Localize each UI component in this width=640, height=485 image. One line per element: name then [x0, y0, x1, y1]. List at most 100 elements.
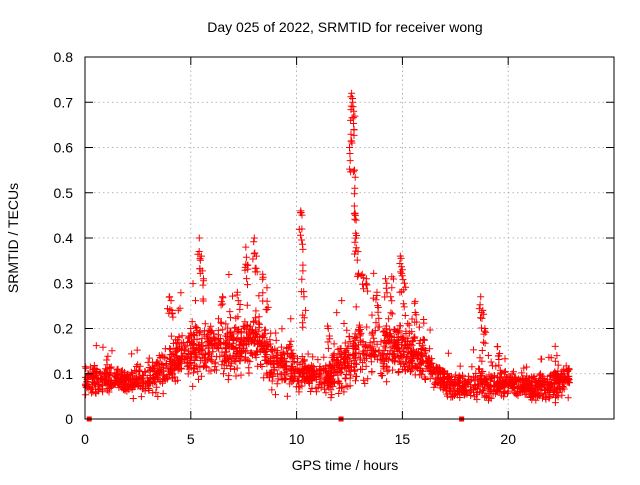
- data-point: [259, 289, 267, 297]
- data-point: [244, 281, 251, 289]
- data-point: [104, 352, 112, 360]
- data-point: [401, 279, 408, 287]
- data-point: [300, 366, 308, 374]
- data-point: [403, 337, 411, 345]
- data-point: [137, 393, 145, 401]
- data-point: [196, 256, 204, 264]
- data-point: [292, 383, 300, 391]
- data-point: [475, 365, 483, 373]
- data-point: [287, 337, 295, 345]
- data-point: [503, 373, 510, 381]
- data-point: [394, 348, 402, 356]
- data-point: [199, 297, 207, 305]
- data-point: [233, 364, 241, 372]
- data-point: [406, 359, 414, 366]
- data-point: [314, 356, 322, 364]
- y-tick-label: 0.1: [54, 366, 74, 382]
- data-point: [193, 353, 201, 361]
- data-point: [309, 353, 317, 361]
- data-point: [408, 348, 416, 355]
- data-point: [417, 345, 425, 352]
- data-point: [345, 357, 353, 365]
- data-point: [350, 120, 357, 127]
- data-point: [224, 324, 232, 332]
- data-point: [482, 328, 490, 336]
- data-point: [237, 336, 245, 344]
- data-point: [351, 238, 359, 246]
- data-point: [145, 364, 153, 371]
- data-point: [103, 381, 111, 389]
- data-point: [482, 375, 490, 383]
- data-point: [444, 373, 452, 381]
- data-point: [96, 382, 104, 390]
- data-point: [350, 339, 357, 347]
- data-point: [108, 383, 116, 391]
- data-point: [363, 323, 371, 331]
- data-point: [189, 382, 197, 390]
- data-point: [351, 211, 359, 219]
- data-point: [205, 354, 213, 362]
- data-point: [188, 318, 196, 326]
- data-point: [480, 338, 487, 346]
- data-point: [452, 371, 460, 379]
- data-point: [560, 367, 568, 375]
- data-point: [162, 364, 170, 372]
- data-point: [328, 391, 336, 399]
- data-point: [553, 352, 561, 360]
- data-point: [460, 377, 468, 385]
- data-point: [527, 382, 535, 389]
- data-point: [416, 364, 424, 372]
- data-point: [173, 363, 181, 371]
- data-point: [244, 336, 252, 344]
- data-point: [200, 277, 208, 285]
- data-point: [180, 349, 188, 357]
- data-point: [492, 362, 500, 370]
- data-point: [551, 342, 559, 350]
- data-point: [347, 93, 355, 101]
- data-point: [252, 307, 260, 315]
- data-point: [551, 357, 559, 365]
- data-point: [565, 375, 572, 383]
- data-point: [169, 313, 177, 321]
- data-point: [338, 297, 346, 305]
- data-point: [217, 319, 225, 327]
- data-point: [456, 362, 464, 370]
- data-point: [222, 343, 230, 351]
- data-point: [564, 394, 572, 402]
- y-tick-label: 0.6: [54, 140, 74, 156]
- data-point: [297, 231, 304, 239]
- data-point: [478, 389, 486, 397]
- data-point: [108, 347, 116, 355]
- data-point: [394, 369, 402, 376]
- data-point: [308, 385, 316, 393]
- data-point: [304, 350, 312, 358]
- data-point: [280, 360, 288, 368]
- data-point: [213, 353, 221, 361]
- data-point: [501, 355, 509, 363]
- data-point: [382, 322, 390, 330]
- data-point: [249, 351, 256, 359]
- data-point: [261, 356, 269, 364]
- data-point: [397, 254, 405, 262]
- data-point: [335, 390, 343, 397]
- data-point: [331, 368, 339, 376]
- y-tick-label: 0.4: [54, 230, 74, 246]
- y-axis-label: SRMTID / TECUs: [5, 183, 21, 293]
- data-point: [229, 292, 236, 300]
- data-point: [554, 361, 562, 369]
- data-point: [352, 234, 360, 242]
- data-point: [420, 319, 428, 327]
- data-point: [478, 347, 486, 354]
- data-point: [552, 376, 560, 384]
- data-point: [88, 375, 96, 383]
- data-point: [349, 103, 357, 111]
- data-point: [288, 367, 296, 374]
- data-point: [342, 375, 350, 383]
- data-point: [432, 374, 440, 382]
- data-point: [356, 356, 364, 364]
- data-point: [346, 157, 354, 165]
- data-point: [399, 276, 407, 284]
- data-point: [346, 338, 354, 346]
- data-point: [199, 281, 207, 289]
